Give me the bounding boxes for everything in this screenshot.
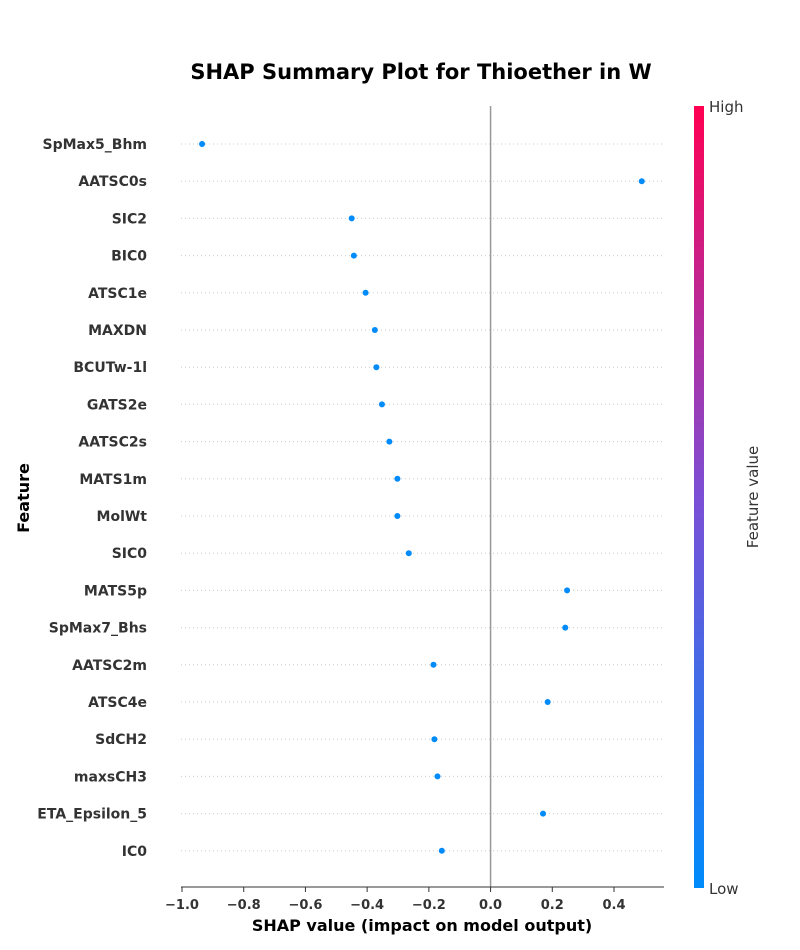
data-point (638, 178, 645, 185)
feature-label: MATS5p (84, 583, 147, 599)
feature-label: SdCH2 (95, 732, 147, 748)
data-point (371, 327, 378, 333)
feature-label: BIC0 (111, 249, 147, 265)
x-axis-label: SHAP value (impact on model output) (252, 916, 592, 935)
data-point (348, 215, 355, 222)
data-point (394, 513, 401, 519)
data-point (564, 587, 571, 594)
data-point (386, 438, 393, 445)
feature-label: ETA_Epsilon_5 (37, 807, 147, 823)
feature-label: SpMax7_Bhs (49, 621, 147, 637)
data-point (562, 624, 569, 631)
y-axis-label: Feature (14, 463, 33, 533)
chart-title: SHAP Summary Plot for Thioether in W (190, 60, 651, 84)
feature-label: ATSC1e (88, 286, 147, 302)
feature-label: AATSC2m (72, 658, 147, 674)
x-tick-label: −0.4 (350, 898, 384, 913)
feature-label: AATSC0s (78, 174, 147, 190)
feature-label: MolWt (97, 509, 148, 525)
feature-label: GATS2e (87, 397, 147, 413)
colorbar-low-label: Low (709, 880, 739, 898)
gridlines (181, 143, 664, 852)
feature-label: maxsCH3 (74, 769, 147, 785)
feature-label: BCUTw-1l (73, 360, 147, 376)
x-tick-label: 0.2 (541, 898, 564, 913)
feature-label: SIC0 (112, 546, 148, 562)
feature-label: MAXDN (88, 323, 147, 339)
x-tick-label: −0.8 (227, 898, 261, 913)
data-point (434, 773, 441, 780)
feature-label: IC0 (122, 844, 147, 860)
data-point (394, 475, 401, 482)
data-point (378, 401, 385, 408)
x-tick-label: 0.4 (602, 898, 625, 913)
data-points (199, 141, 645, 854)
data-point (540, 810, 547, 817)
colorbar (694, 106, 704, 888)
x-tick-label: −0.6 (288, 898, 322, 913)
data-point (438, 847, 445, 854)
data-point (430, 661, 437, 668)
feature-label: SpMax5_Bhm (43, 137, 147, 153)
feature-label: ATSC4e (88, 695, 147, 711)
data-point (362, 289, 369, 296)
x-tick-label: −1.0 (165, 898, 199, 913)
x-ticks: −1.0 −0.8 −0.6 −0.4 −0.2 0.0 0.2 0.4 (165, 887, 626, 913)
feature-label: SIC2 (112, 211, 147, 227)
x-tick-label: 0.0 (479, 898, 502, 913)
data-point (431, 736, 438, 743)
data-point (544, 699, 551, 705)
feature-label: MATS1m (79, 472, 147, 488)
data-point (199, 141, 206, 147)
x-tick-label: −0.2 (412, 898, 446, 913)
data-point (373, 364, 380, 371)
data-point (350, 252, 357, 259)
data-point (405, 550, 412, 557)
feature-label: AATSC2s (78, 435, 147, 451)
feature-labels: SpMax5_Bhm AATSC0s SIC2 BIC0 ATSC1e MAXDN BCUT… (37, 137, 147, 860)
colorbar-high-label: High (709, 98, 743, 116)
colorbar-title: Feature value (744, 446, 762, 548)
